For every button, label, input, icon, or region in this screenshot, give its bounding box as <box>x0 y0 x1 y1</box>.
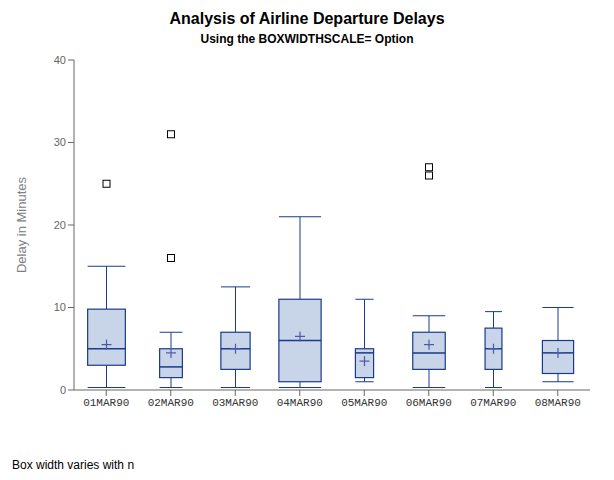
svg-text:0: 0 <box>60 384 66 396</box>
svg-text:10: 10 <box>54 301 66 313</box>
svg-text:07MAR90: 07MAR90 <box>470 397 516 409</box>
svg-text:05MAR90: 05MAR90 <box>341 397 387 409</box>
svg-text:Delay in Minutes: Delay in Minutes <box>14 176 29 273</box>
svg-text:30: 30 <box>54 136 66 148</box>
svg-text:20: 20 <box>54 219 66 231</box>
svg-text:02MAR90: 02MAR90 <box>148 397 194 409</box>
svg-text:01MAR90: 01MAR90 <box>83 397 129 409</box>
svg-text:08MAR90: 08MAR90 <box>535 397 581 409</box>
html-text:Analysis of Airline Departure: Analysis of Airline Departure Delays <box>169 10 445 27</box>
html-text:Box width varies with n: Box width varies with n <box>12 458 135 472</box>
svg-text:06MAR90: 06MAR90 <box>406 397 452 409</box>
svg-text:03MAR90: 03MAR90 <box>212 397 258 409</box>
svg-text:04MAR90: 04MAR90 <box>277 397 323 409</box>
svg-text:40: 40 <box>54 54 66 66</box>
html-text:Using the BOXWIDTHSCALE= Optio: Using the BOXWIDTHSCALE= Option <box>200 32 414 46</box>
